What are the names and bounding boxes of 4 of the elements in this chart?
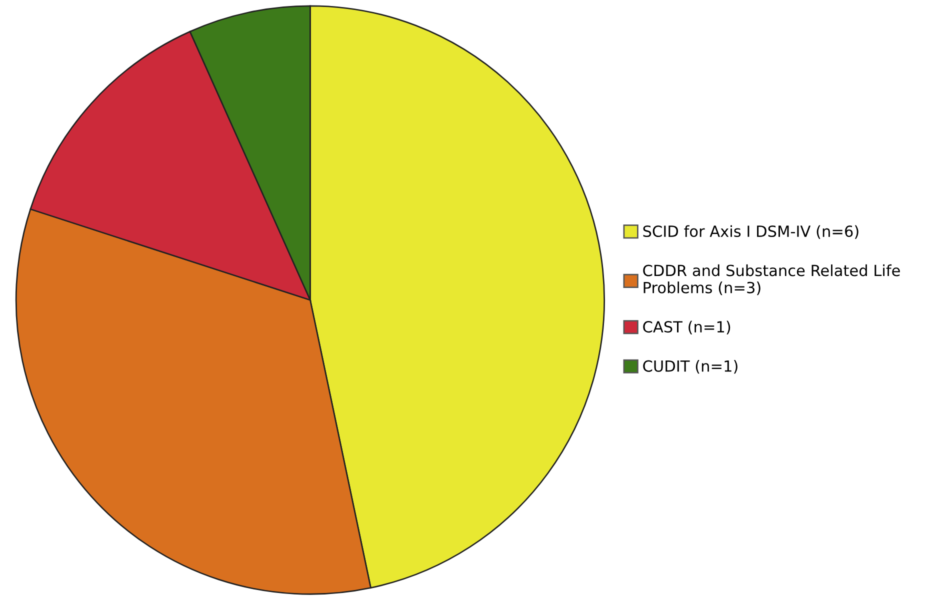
legend-label: CDDR and Substance Related Life Problems (n=3) [643, 264, 900, 296]
legend-label: SCID for Axis I DSM-IV (n=6) [643, 225, 858, 239]
legend-label: CUDIT (n=1) [643, 360, 738, 374]
legend-label: CAST (n=1) [643, 320, 730, 334]
